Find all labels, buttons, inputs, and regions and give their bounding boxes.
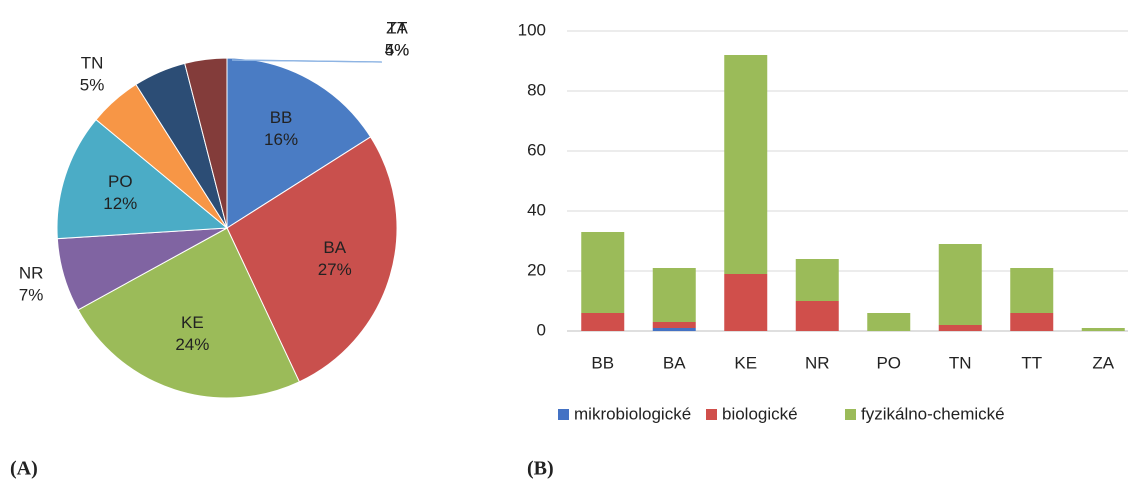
bar-segment [1081, 328, 1125, 331]
x-tick-label: TN [949, 353, 972, 372]
bar-segment [581, 313, 625, 331]
slice-label: BA [323, 238, 346, 257]
leader-line [231, 59, 383, 63]
slice-label: NR [19, 263, 44, 282]
bar-segment [724, 274, 768, 331]
slice-value: 27% [318, 260, 352, 279]
panel-label: (A) [10, 458, 38, 480]
y-tick-label: 20 [527, 260, 546, 279]
legend-label: fyzikálno-chemické [861, 404, 1005, 423]
x-tick-label: PO [876, 353, 901, 372]
pie-slice [184, 57, 228, 229]
slice-label: PO [108, 172, 133, 191]
legend-swatch [845, 409, 856, 420]
legend-label: mikrobiologické [574, 404, 691, 423]
slice-value: 4% [385, 40, 410, 59]
x-tick-label: NR [805, 353, 830, 372]
slice-label: TN [81, 53, 104, 72]
slice-value: 5% [80, 75, 105, 94]
bar-segment [795, 301, 839, 331]
y-tick-label: 60 [527, 140, 546, 159]
slice-value: 7% [19, 285, 44, 304]
slice-value: 12% [103, 194, 137, 213]
pie-slice [226, 57, 372, 229]
bar-segment [652, 268, 696, 322]
y-tick-label: 100 [518, 20, 546, 39]
y-tick-label: 40 [527, 200, 546, 219]
bar-segment [581, 232, 625, 313]
bar-segment [652, 322, 696, 328]
x-tick-label: ZA [1092, 353, 1114, 372]
bar-segment [724, 55, 768, 274]
bar-segment [867, 313, 911, 331]
bar-segment [938, 244, 982, 325]
y-tick-label: 0 [537, 320, 546, 339]
pie-slice [77, 227, 301, 399]
slice-label: KE [181, 313, 204, 332]
pie-slice [226, 136, 398, 383]
panel-label: (B) [527, 458, 554, 480]
bar-segment [1010, 268, 1054, 313]
bar-segment [1010, 313, 1054, 331]
y-tick-label: 80 [527, 80, 546, 99]
slice-value: 16% [264, 130, 298, 149]
x-tick-label: BA [663, 353, 686, 372]
x-tick-label: KE [734, 353, 757, 372]
x-tick-label: BB [591, 353, 614, 372]
slice-label: ZA [386, 18, 408, 37]
slice-value: 24% [175, 335, 209, 354]
bar-segment [652, 328, 696, 331]
pie-slice [56, 118, 229, 240]
x-tick-label: TT [1021, 353, 1042, 372]
slice-label: TT [387, 18, 408, 37]
legend-swatch [706, 409, 717, 420]
legend-label: biologické [722, 404, 798, 423]
legend-swatch [558, 409, 569, 420]
slice-label: BB [270, 108, 293, 127]
bar-segment [795, 259, 839, 301]
slice-value: 5% [385, 40, 410, 59]
bar-segment [938, 325, 982, 331]
